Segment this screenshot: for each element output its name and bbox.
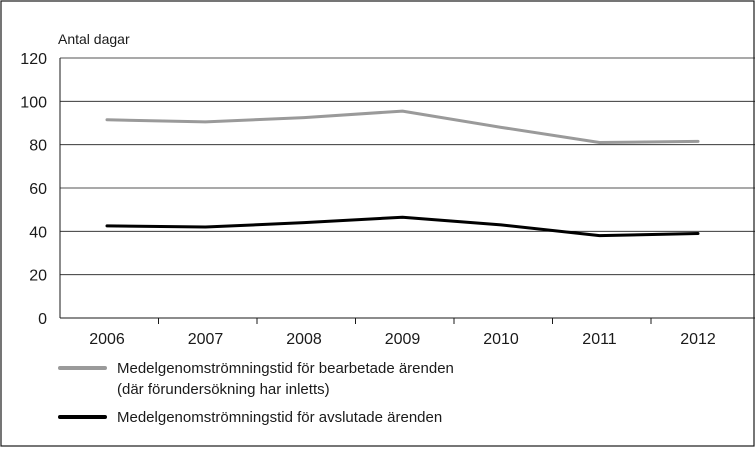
y-tick-label: 60 xyxy=(29,181,47,198)
x-tick-label: 2009 xyxy=(385,331,421,348)
x-tick-label: 2008 xyxy=(286,331,322,348)
gridlines xyxy=(59,57,755,319)
y-tick-label: 20 xyxy=(29,268,47,285)
series-line-2 xyxy=(105,215,700,238)
legend: Medelgenomströmningstid för bearbetade ä… xyxy=(58,360,454,426)
y-tick-label: 40 xyxy=(29,224,47,241)
y-tick-label: 80 xyxy=(29,138,47,155)
x-tick-label: 2006 xyxy=(89,331,125,348)
series-lines xyxy=(105,109,700,238)
legend-label-1-line2: (där förundersökning har inletts) xyxy=(117,381,330,398)
series-line-1 xyxy=(105,109,700,144)
y-tick-label: 120 xyxy=(20,51,47,68)
y-tick-label: 100 xyxy=(20,94,47,111)
x-tick-labels: 2006 2007 2008 2009 2010 2011 2012 xyxy=(89,318,716,348)
y-tick-labels: 0 20 40 60 80 100 120 xyxy=(20,51,47,328)
x-tick-label: 2007 xyxy=(188,331,224,348)
legend-label-1: Medelgenomströmningstid för bearbetade ä… xyxy=(117,360,454,377)
y-axis-label: Antal dagar xyxy=(58,31,130,47)
legend-label-2: Medelgenomströmningstid för avslutade är… xyxy=(117,409,442,426)
x-tick-label: 2012 xyxy=(680,331,716,348)
x-tick-label: 2011 xyxy=(582,331,617,348)
x-tick-label: 2010 xyxy=(483,331,519,348)
y-tick-label: 0 xyxy=(38,311,47,328)
